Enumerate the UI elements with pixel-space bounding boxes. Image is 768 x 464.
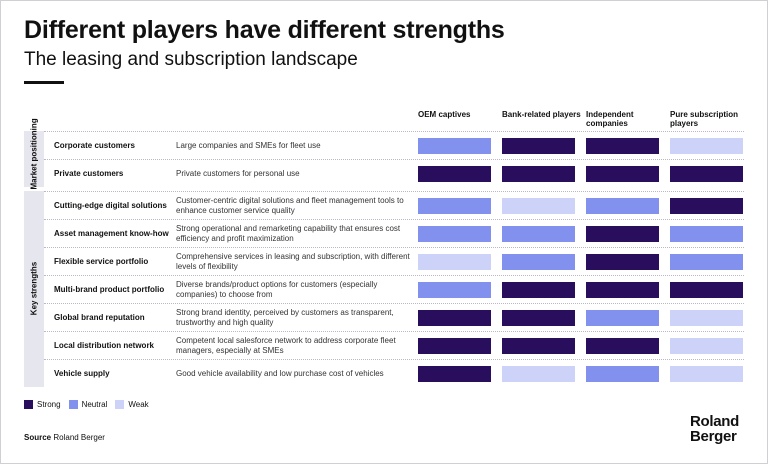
legend-item-weak: Weak [115,400,149,409]
group-bar-key [24,191,44,387]
row-name: Local distribution network [54,341,155,350]
table-row: Local distribution network Competent loca… [44,331,744,359]
row-description: Large companies and SMEs for fleet use [176,141,321,150]
table-row: Private customers Private customers for p… [44,159,744,187]
rating-cell-strong [586,338,659,354]
table-row: Cutting-edge digital solutions Customer-c… [44,191,744,219]
table-row: Corporate customers Large companies and S… [44,131,744,159]
row-name: Flexible service portfolio [54,257,149,266]
logo-line-2: Berger [690,428,737,445]
legend-item-strong: Strong [24,400,61,409]
legend-swatch-strong [24,400,33,409]
rating-cell-neutral [418,282,491,298]
source-text: Roland Berger [53,433,105,442]
row-description: Competent local salesforce network to ad… [176,336,396,355]
source-label: Source [24,433,52,442]
rating-cell-strong [586,226,659,242]
rating-cell-strong [670,198,743,214]
slide-subtitle: The leasing and subscription landscape [24,49,358,70]
table-row: Asset management know-how Strong operatio… [44,219,744,247]
table-row: Vehicle supply Good vehicle availability … [44,359,744,387]
row-name: Vehicle supply [54,369,110,378]
rating-cell-weak [670,138,743,154]
column-header-bank: Bank-related players [502,110,581,119]
rating-cell-neutral [586,198,659,214]
table-row: Multi-brand product portfolio Diverse bra… [44,275,744,303]
row-name: Global brand reputation [54,313,145,322]
rating-cell-strong [502,310,575,326]
column-header-independent: Independent companies [586,110,634,128]
rating-cell-strong [586,254,659,270]
rating-cell-strong [418,310,491,326]
slide-title: Different players have different strengt… [24,16,505,44]
column-header-subscription: Pure subscription players [670,110,739,128]
rating-cell-strong [670,282,743,298]
rating-cell-strong [586,282,659,298]
rating-cell-weak [418,254,491,270]
legend-label-strong: Strong [37,400,61,409]
legend-label-weak: Weak [128,400,149,409]
rating-cell-neutral [670,254,743,270]
rating-cell-strong [586,138,659,154]
table-row: Global brand reputation Strong brand iden… [44,303,744,331]
rating-cell-strong [418,166,491,182]
rating-cell-strong [586,166,659,182]
rating-cell-strong [502,138,575,154]
group-label-key: Key strengths [29,261,39,316]
group-bar-market [24,131,44,187]
legend-label-neutral: Neutral [81,400,108,409]
rating-cell-weak [502,198,575,214]
row-description: Private customers for personal use [176,169,300,178]
rating-cell-neutral [586,310,659,326]
row-description: Customer-centric digital solutions and f… [176,196,404,215]
rating-cell-strong [418,338,491,354]
rating-cell-neutral [502,226,575,242]
rating-cell-strong [502,338,575,354]
rating-cell-neutral [670,226,743,242]
legend-swatch-neutral [68,400,78,409]
legend-item-neutral: Neutral [68,400,108,409]
rating-cell-strong [670,166,743,182]
row-description: Diverse brands/product options for custo… [176,280,378,299]
group-label-market: Market positioning [29,118,39,190]
title-rule [24,81,64,84]
rating-cell-neutral [502,254,575,270]
row-name: Multi-brand product portfolio [54,285,165,294]
roland-berger-logo: Roland Berger [690,414,739,444]
row-description: Strong brand identity, perceived by cust… [176,308,394,327]
rating-cell-neutral [418,198,491,214]
row-description: Good vehicle availability and low purcha… [176,369,384,378]
row-name: Corporate customers [54,141,135,150]
rating-cell-strong [502,282,575,298]
row-name: Asset management know-how [54,229,169,238]
rating-cell-strong [418,366,491,382]
rating-cell-neutral [586,366,659,382]
legend: Strong Neutral Weak [24,400,157,409]
row-name: Cutting-edge digital solutions [54,201,167,210]
rating-cell-weak [670,338,743,354]
rating-cell-weak [502,366,575,382]
table-row: Flexible service portfolio Comprehensive … [44,247,744,275]
rating-cell-weak [670,366,743,382]
column-header-oem: OEM captives [418,110,471,119]
logo-line-1: Roland [690,413,740,430]
legend-swatch-weak [115,400,125,409]
source-note: Source Roland Berger [24,433,105,442]
rating-cell-weak [670,310,743,326]
row-name: Private customers [54,169,124,178]
row-description: Comprehensive services in leasing and su… [176,252,410,271]
row-description: Strong operational and remarketing capab… [176,224,401,243]
rating-cell-strong [502,166,575,182]
rating-cell-neutral [418,138,491,154]
rating-cell-neutral [418,226,491,242]
